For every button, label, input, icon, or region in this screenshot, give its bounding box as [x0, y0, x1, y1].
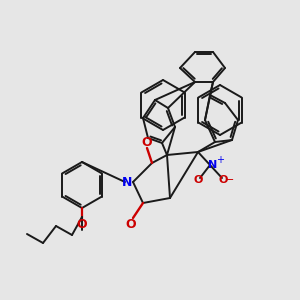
Text: O: O — [126, 218, 136, 230]
Text: +: + — [216, 155, 224, 165]
Text: O: O — [77, 218, 87, 232]
Text: O: O — [218, 175, 228, 185]
Text: N: N — [208, 160, 217, 170]
Text: O: O — [193, 175, 203, 185]
Text: −: − — [225, 175, 235, 185]
Text: O: O — [142, 136, 152, 148]
Text: N: N — [122, 176, 132, 188]
